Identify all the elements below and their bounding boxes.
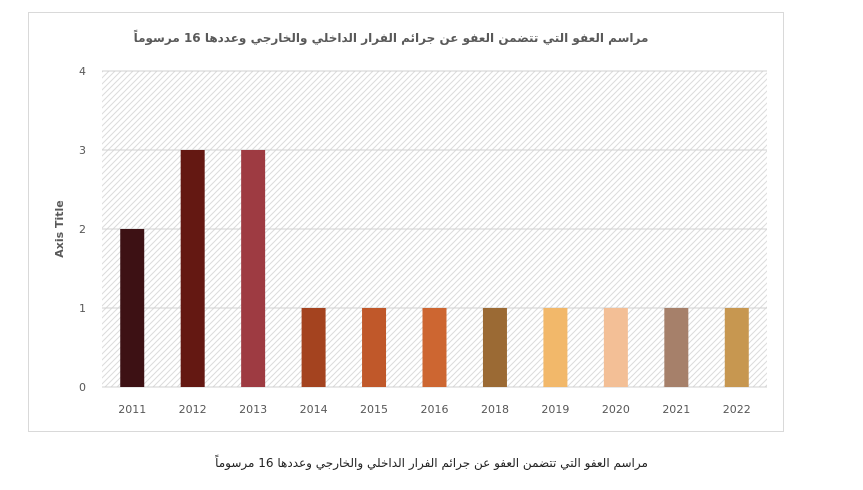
y-tick-label: 4 bbox=[79, 65, 86, 78]
bar-2021 bbox=[664, 308, 689, 387]
x-tick-label: 2012 bbox=[179, 403, 207, 416]
x-tick-label: 2022 bbox=[723, 403, 751, 416]
bar-2019 bbox=[543, 308, 568, 387]
y-tick-label: 2 bbox=[79, 223, 86, 236]
figure-caption: مراسم العفو التي تتضمن العفو عن جرائم ال… bbox=[215, 456, 648, 470]
x-tick-label: 2016 bbox=[421, 403, 449, 416]
x-tick-label: 2021 bbox=[662, 403, 690, 416]
bar-2014 bbox=[301, 308, 326, 387]
x-tick-label: 2013 bbox=[239, 403, 267, 416]
bar-2022 bbox=[724, 308, 749, 387]
y-tick-label: 0 bbox=[79, 381, 86, 394]
chart-frame: مراسم العفو التي تتضمن العفو عن جرائم ال… bbox=[28, 12, 784, 432]
bar-2011 bbox=[120, 229, 145, 387]
x-tick-label: 2014 bbox=[300, 403, 328, 416]
bar-2018 bbox=[482, 308, 507, 387]
y-axis-title: Axis Title bbox=[53, 200, 66, 258]
x-tick-label: 2011 bbox=[118, 403, 146, 416]
bar-2016 bbox=[422, 308, 447, 387]
x-tick-label: 2015 bbox=[360, 403, 388, 416]
bar-2013 bbox=[241, 150, 266, 387]
chart-title: مراسم العفو التي تتضمن العفو عن جرائم ال… bbox=[134, 29, 649, 46]
x-tick-label: 2020 bbox=[602, 403, 630, 416]
y-tick-label: 1 bbox=[79, 302, 86, 315]
bar-2015 bbox=[362, 308, 387, 387]
x-tick-label: 2018 bbox=[481, 403, 509, 416]
bar-chart: مراسم العفو التي تتضمن العفو عن جرائم ال… bbox=[53, 29, 767, 416]
y-tick-label: 3 bbox=[79, 144, 86, 157]
bar-2012 bbox=[180, 150, 205, 387]
x-tick-label: 2019 bbox=[541, 403, 569, 416]
bar-2020 bbox=[603, 308, 628, 387]
